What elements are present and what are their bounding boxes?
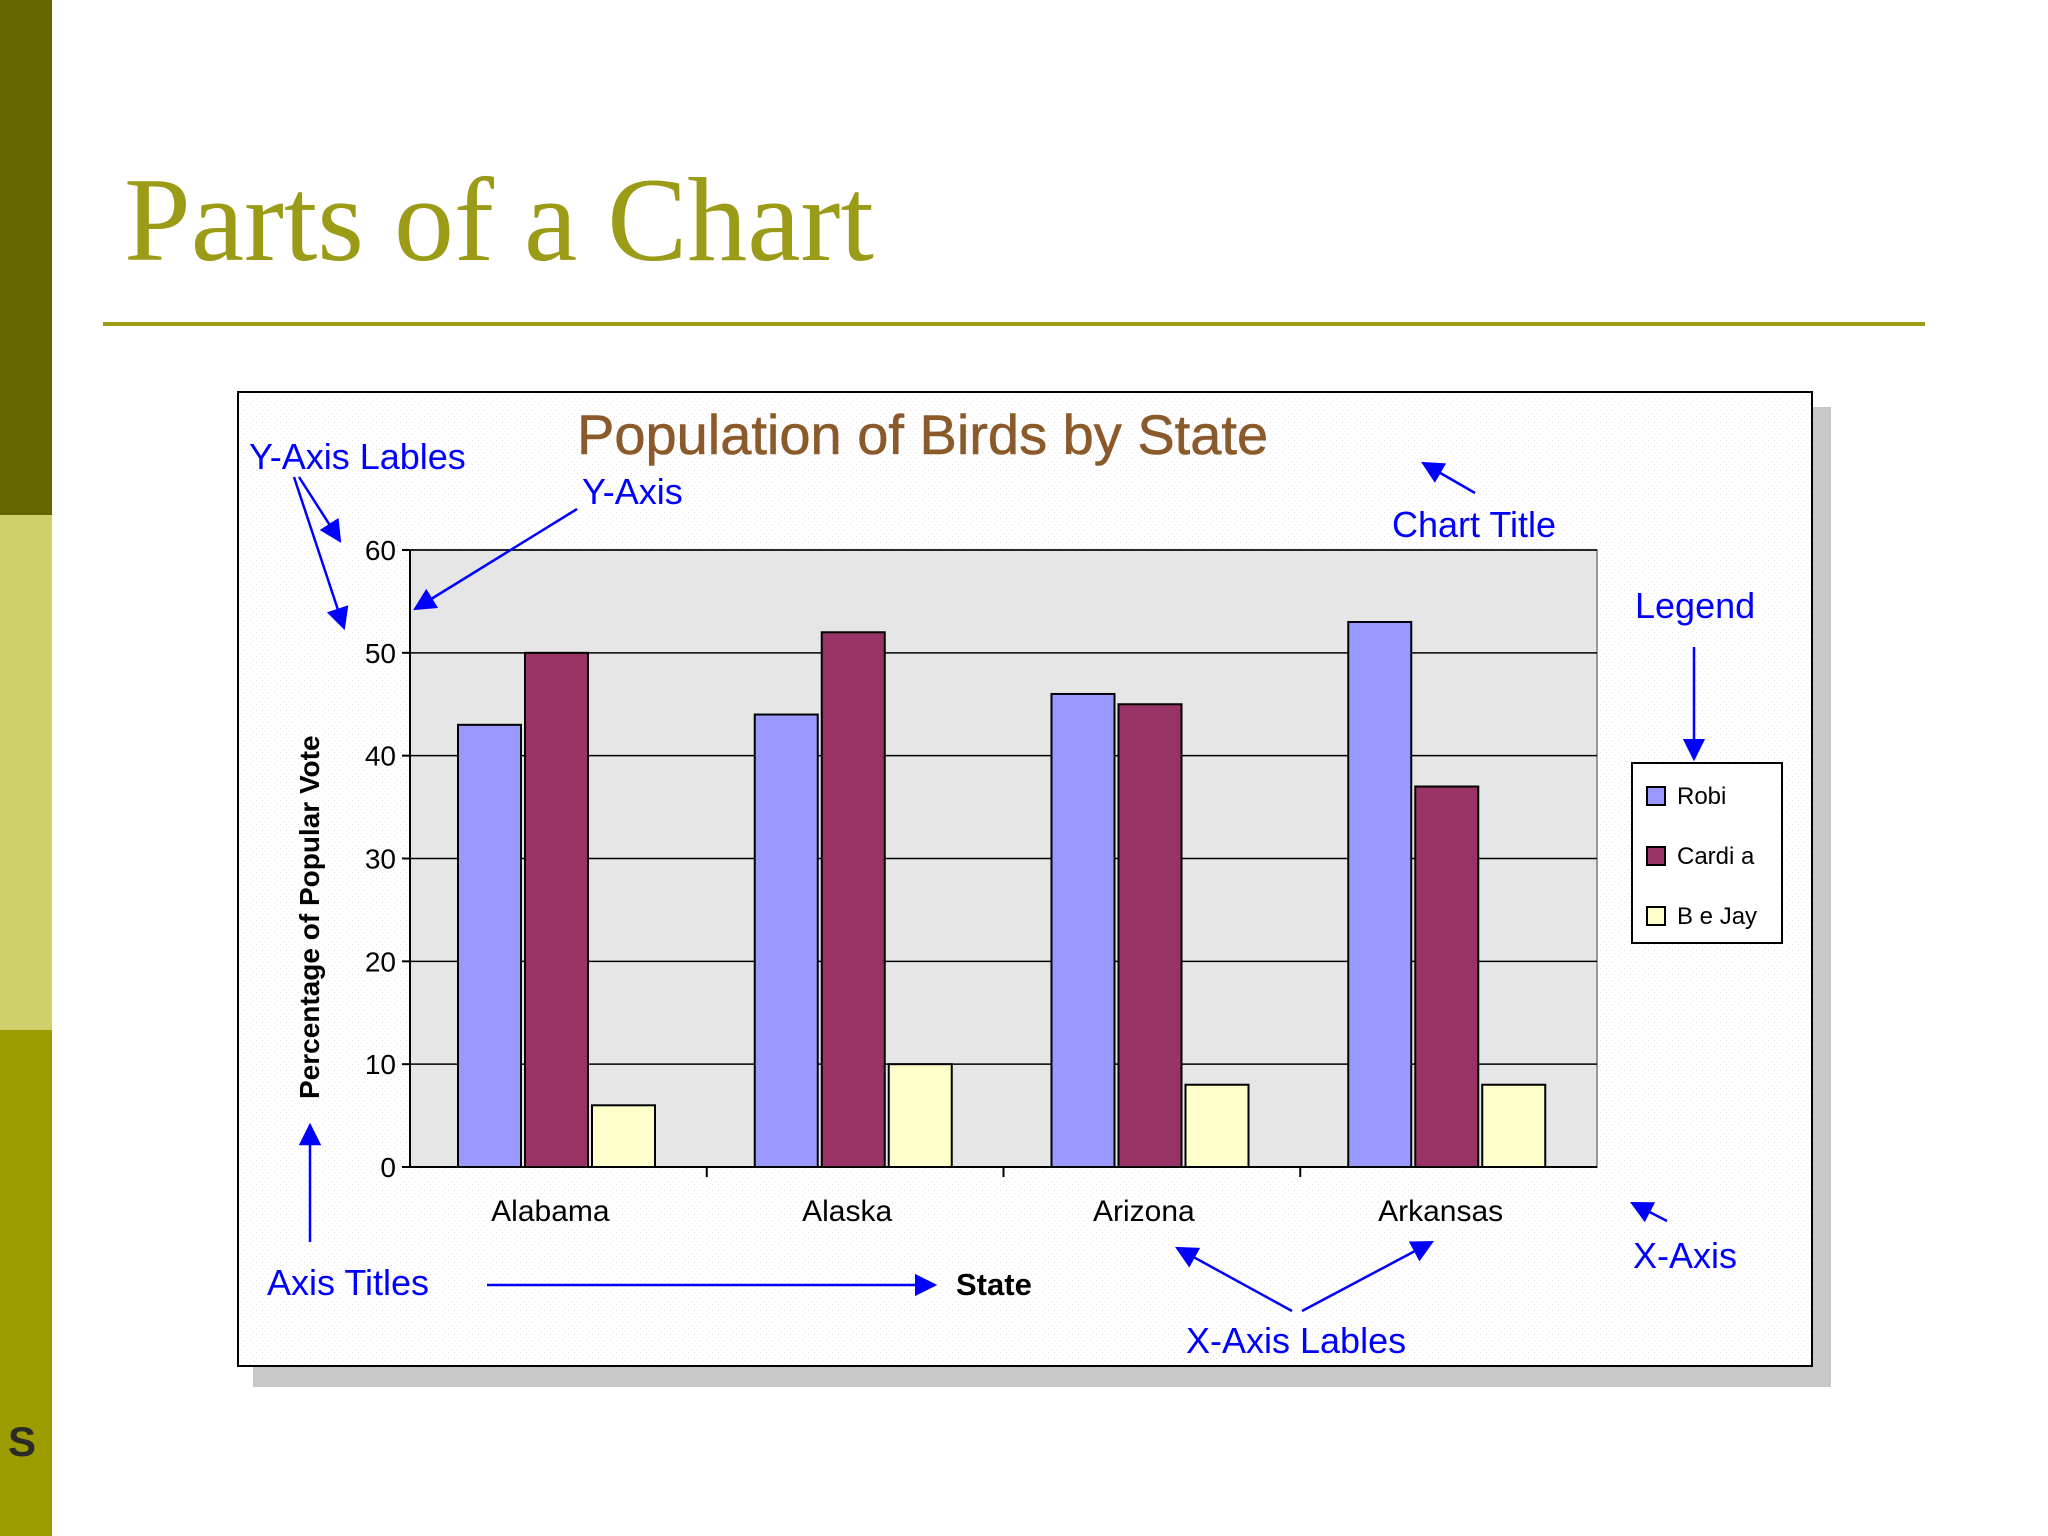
annotation-legend: Legend	[1635, 585, 1755, 626]
legend-label: Robi	[1677, 783, 1726, 810]
y-tick-label: 50	[365, 638, 396, 669]
side-band-middle	[0, 515, 52, 1030]
x-axis-title: State	[956, 1267, 1032, 1302]
legend-label: Cardi a	[1677, 843, 1755, 870]
y-tick-label: 0	[380, 1152, 396, 1183]
bar	[457, 723, 522, 1168]
legend-swatch	[1646, 786, 1666, 806]
bar	[1347, 620, 1413, 1168]
annotation-y-axis-labels: Y-Axis Lables	[249, 436, 466, 477]
bird-population-chart: 0 10 20 30 40 50 60 Alabama Alaska Arizona Arkans…	[237, 391, 1831, 1387]
x-tick-label: Arkansas	[1378, 1195, 1503, 1228]
bar	[1050, 692, 1116, 1168]
annotation-x-axis-labels: X-Axis Lables	[1186, 1320, 1406, 1361]
bar	[1184, 1083, 1250, 1169]
x-tick-label: Alaska	[802, 1195, 892, 1228]
title-rule	[103, 322, 1925, 326]
arrow-y-axis	[413, 507, 578, 611]
bar	[820, 631, 886, 1168]
y-tick-labels: 0 10 20 30 40 50 60	[365, 535, 396, 1183]
x-tick-labels: Alabama Alaska Arizona Arkansas	[491, 1167, 1503, 1228]
arrow-x-axis-labels-left	[1175, 1246, 1293, 1313]
bar	[753, 713, 819, 1168]
arrow-chart-title	[1421, 461, 1476, 495]
side-band-bottom	[0, 1030, 52, 1536]
arrow-x-axis-labels-right	[1301, 1240, 1434, 1313]
arrow-x-axis	[1629, 1201, 1668, 1223]
annotation-axis-titles: Axis Titles	[267, 1262, 429, 1303]
bar	[524, 651, 589, 1169]
chart-figure: 0 10 20 30 40 50 60 Alabama Alaska Arizona Arkans…	[237, 391, 1833, 1396]
slide-title: Parts of a Chart	[124, 153, 874, 286]
x-tick-label: Arizona	[1093, 1195, 1195, 1228]
legend: Robi Cardi a B e Jay	[1646, 783, 1757, 930]
legend-swatch	[1646, 906, 1666, 926]
bar	[1117, 703, 1183, 1168]
bar	[1481, 1083, 1547, 1169]
y-tick-label: 30	[365, 844, 396, 875]
annotation-chart-title: Chart Title	[1392, 504, 1556, 545]
y-tick-label: 20	[365, 946, 396, 977]
annotation-x-axis: X-Axis	[1633, 1235, 1737, 1276]
y-tick-label: 60	[365, 535, 396, 566]
bar	[591, 1104, 656, 1168]
x-tick-label: Alabama	[491, 1195, 610, 1228]
y-tick-label: 40	[365, 741, 396, 772]
bars	[457, 620, 1547, 1169]
side-band-top	[0, 0, 52, 515]
y-tick-label: 10	[365, 1049, 396, 1080]
chart-title: Population of Birds by State	[577, 403, 1268, 466]
legend-swatch	[1646, 846, 1666, 866]
bar	[887, 1063, 953, 1169]
bar	[1414, 785, 1480, 1168]
y-axis-title: Percentage of Popular Vote	[294, 735, 325, 1099]
footer-letter: S	[8, 1418, 37, 1465]
legend-label: B e Jay	[1677, 903, 1757, 930]
arrow-y-axis-labels-2	[292, 476, 349, 631]
annotation-y-axis: Y-Axis	[582, 471, 683, 512]
arrow-y-axis-labels-1	[297, 476, 342, 543]
